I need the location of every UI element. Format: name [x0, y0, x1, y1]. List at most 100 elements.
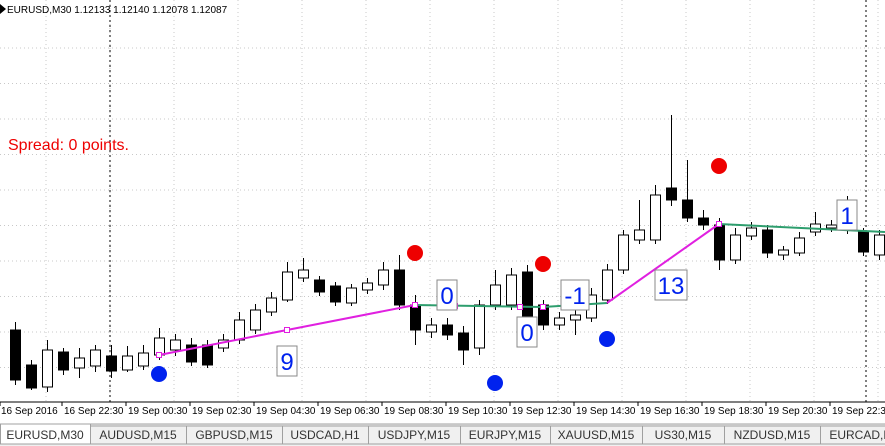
header-arrow — [0, 4, 6, 14]
signal-point — [156, 352, 162, 358]
grid — [0, 0, 885, 402]
candle-body — [362, 282, 373, 291]
signal-label: 13 — [658, 273, 685, 300]
signals: 9 0 0 -1 13 1 — [151, 158, 885, 391]
candle-body — [138, 352, 149, 367]
tab-label[interactable]: USDCAD,H1 — [290, 428, 360, 442]
candle-body — [298, 269, 309, 279]
signal-label-box — [560, 279, 590, 311]
candle-body — [714, 224, 725, 261]
candle-body — [858, 231, 869, 253]
candle-body — [282, 271, 293, 301]
signal-label-box — [516, 316, 538, 348]
tab-label[interactable]: EURUSD,M30 — [6, 428, 84, 442]
candle-body — [490, 284, 501, 306]
candle-body — [74, 357, 85, 369]
tab-label[interactable]: USDJPY,M15 — [378, 428, 451, 442]
x-tick-label: 19 Sep 06:30 — [320, 406, 380, 417]
x-tick-label: 19 Sep 02:30 — [192, 406, 252, 417]
signal-label-box — [436, 279, 458, 311]
candles — [10, 115, 885, 392]
candle-body — [522, 271, 533, 319]
tabs: EURUSD,M30 AUDUSD,M15 GBPUSD,M15 USDCAD,H1 U… — [0, 423, 885, 445]
signal-label-box — [836, 199, 858, 231]
tab-label[interactable]: US30,M15 — [655, 428, 712, 442]
candle-body — [330, 285, 341, 303]
candle-body — [10, 329, 21, 381]
tab-label[interactable]: NZDUSD,M15 — [734, 428, 811, 442]
candle-body — [442, 324, 453, 336]
signal-point — [716, 221, 722, 227]
sell-dot — [407, 245, 423, 261]
tab-label[interactable]: XAUUSD,M15 — [558, 428, 635, 442]
candle-body — [346, 287, 357, 304]
x-tick-label: 19 Sep 00:30 — [128, 406, 188, 417]
candle-body — [410, 304, 421, 331]
candle-body — [266, 297, 277, 313]
candle-body — [170, 339, 181, 351]
candle-body — [666, 187, 677, 201]
tab-label[interactable]: GBPUSD,M15 — [195, 428, 273, 442]
tab-label[interactable]: EURCAD,H1 — [829, 428, 885, 442]
signal-line — [718, 223, 885, 233]
signal-label: 9 — [280, 349, 293, 376]
x-tick-label: 19 Sep 04:30 — [256, 406, 316, 417]
x-tick-label: 19 Sep 14:30 — [576, 406, 636, 417]
x-axis: 16 Sep 2016 16 Sep 22:30 19 Sep 00:30 19 Se… — [0, 402, 885, 417]
x-tick-label: 19 Sep 08:30 — [384, 406, 444, 417]
candle-body — [426, 324, 437, 333]
candle-body — [570, 314, 581, 321]
candle-body — [602, 269, 613, 301]
candle-body — [58, 351, 69, 371]
candle-body — [794, 237, 805, 254]
candle-body — [26, 364, 37, 389]
candle-body — [874, 234, 885, 256]
candle-body — [650, 194, 661, 241]
spread-label: Spread: 0 points. — [8, 137, 129, 154]
buy-dot — [487, 375, 503, 391]
x-tick-label: 19 Sep 22:30 — [832, 406, 885, 417]
candle-body — [698, 217, 709, 226]
candle-body — [378, 269, 389, 286]
candle-body — [122, 355, 133, 371]
candle-body — [474, 304, 485, 349]
candle-body — [554, 317, 565, 326]
candle-body — [634, 229, 645, 241]
signal-label: 0 — [520, 320, 533, 347]
tab[interactable] — [820, 425, 885, 445]
x-tick-label: 16 Sep 2016 — [1, 406, 58, 417]
x-tick-label: 19 Sep 12:30 — [512, 406, 572, 417]
x-tick-label: 19 Sep 10:30 — [448, 406, 508, 417]
tab-label[interactable]: EURJPY,M15 — [469, 428, 542, 442]
x-tick-label: 19 Sep 20:30 — [768, 406, 828, 417]
chart-header: EURUSD,M30 1.12133 1.12140 1.12078 1.120… — [7, 5, 228, 16]
candle-body — [730, 234, 741, 261]
candle-body — [106, 355, 117, 372]
sell-dot — [535, 256, 551, 272]
signal-line — [606, 223, 720, 304]
signal-label: 0 — [440, 283, 453, 310]
signal-label-box — [276, 345, 298, 377]
tab-label[interactable]: AUDUSD,M15 — [99, 428, 177, 442]
x-tick-label: 19 Sep 16:30 — [640, 406, 700, 417]
signal-point — [284, 327, 290, 333]
signal-label: -1 — [564, 283, 585, 310]
signal-point — [540, 304, 546, 310]
candle-body — [186, 344, 197, 363]
sell-dot — [711, 158, 727, 174]
signal-label: 1 — [840, 203, 853, 230]
x-tick-label: 19 Sep 18:30 — [704, 406, 764, 417]
candle-body — [826, 224, 837, 229]
candle-body — [314, 279, 325, 293]
buy-dot — [599, 331, 615, 347]
x-tick-label: 16 Sep 22:30 — [64, 406, 124, 417]
candle-body — [394, 269, 405, 306]
candle-body — [234, 319, 245, 341]
signal-label-box — [654, 269, 688, 301]
buy-dot — [151, 366, 167, 382]
candle-body — [506, 274, 517, 306]
candle-body — [202, 344, 213, 366]
signal-point — [412, 302, 418, 308]
